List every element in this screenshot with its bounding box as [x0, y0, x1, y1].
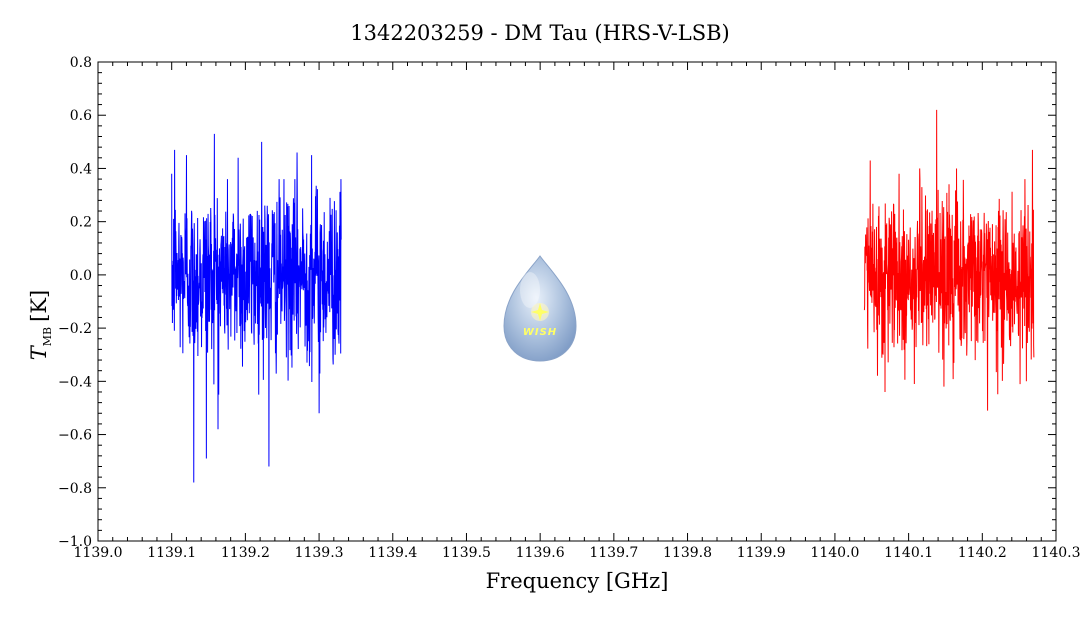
y-tick-label: 0.8 — [70, 55, 92, 71]
series-layer — [171, 109, 1035, 483]
wish-logo: WISH — [503, 255, 577, 362]
spectrum-series-blue — [171, 133, 342, 483]
x-tick-label: 1139.9 — [737, 545, 786, 561]
y-axis-label-main: T — [27, 344, 51, 360]
x-tick-label: 1139.5 — [442, 545, 491, 561]
x-tick-label: 1139.4 — [368, 545, 417, 561]
x-tick-label: 1140.0 — [810, 545, 859, 561]
y-tick-label: −0.2 — [58, 321, 92, 337]
x-tick-label: 1140.3 — [1032, 545, 1080, 561]
x-tick-label: 1139.8 — [663, 545, 712, 561]
x-tick-label: 1139.1 — [147, 545, 196, 561]
x-tick-label: 1140.2 — [958, 545, 1007, 561]
chart-title: 1342203259 - DM Tau (HRS-V-LSB) — [350, 21, 730, 45]
star-icon — [531, 303, 549, 321]
logo-text: WISH — [523, 327, 557, 338]
y-tick-label: 0.2 — [70, 215, 92, 231]
y-axis-label-unit: [K] — [27, 290, 51, 322]
x-axis-label: Frequency [GHz] — [486, 569, 669, 593]
y-tick-label: −0.4 — [58, 374, 92, 390]
y-tick-label: −0.8 — [58, 481, 92, 497]
x-tick-label: 1139.2 — [221, 545, 270, 561]
y-tick-label: 0.6 — [70, 108, 92, 124]
x-tick-label: 1139.0 — [74, 545, 123, 561]
y-tick-label: −1.0 — [58, 534, 92, 550]
spectrum-series-red — [863, 109, 1035, 411]
svg-text:TMB[K]: TMB [K] — [27, 290, 54, 360]
y-axis-label-sub: MB — [41, 327, 54, 346]
y-tick-label: 0.0 — [70, 268, 92, 284]
plot-frame — [97, 61, 1057, 542]
x-tick-label: 1139.3 — [295, 545, 344, 561]
x-tick-label: 1140.1 — [884, 545, 933, 561]
x-tick-label: 1139.6 — [516, 545, 565, 561]
axes-layer: 1139.0 1139.1 1139.2 1139.3 1139.4 1139.5 1139… — [58, 55, 1080, 561]
x-tick-label: 1139.7 — [589, 545, 638, 561]
y-tick-label: −0.6 — [58, 428, 92, 444]
y-tick-label: 0.4 — [70, 161, 92, 177]
y-axis-label: TMB [K] — [27, 290, 54, 360]
